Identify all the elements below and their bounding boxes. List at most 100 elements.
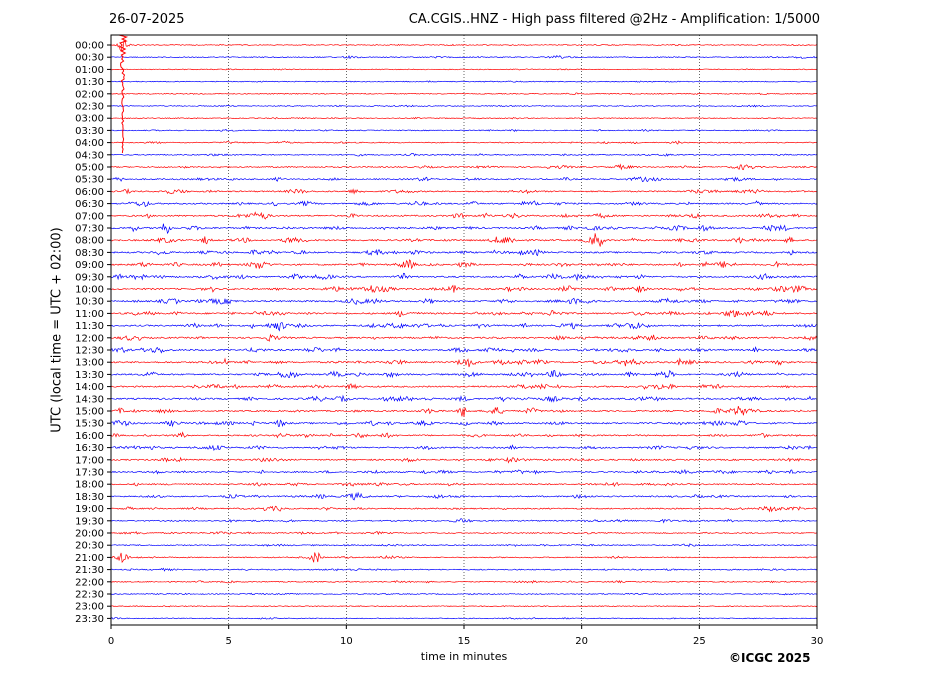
trace-row-2030	[110, 543, 818, 548]
trace-row-0230	[110, 104, 818, 108]
trace-row-1100	[110, 309, 818, 318]
trace-row-0800	[110, 233, 818, 247]
row-label: 12:00	[75, 333, 104, 344]
row-label: 23:30	[75, 614, 104, 625]
trace-row-1700	[110, 456, 818, 464]
trace-row-1900	[110, 505, 818, 513]
row-label: 12:30	[75, 346, 104, 357]
row-label: 22:00	[75, 577, 104, 588]
trace-row-0700	[110, 211, 818, 220]
trace-row-0000	[110, 39, 818, 52]
row-label: 15:30	[75, 419, 104, 430]
trace-row-1430	[110, 394, 818, 403]
large-transient-trace	[118, 34, 129, 154]
row-label: 01:00	[75, 65, 104, 76]
x-tick-label: 5	[225, 636, 231, 647]
row-label: 22:30	[75, 590, 104, 601]
date-label: 26-07-2025	[109, 12, 185, 27]
x-axis-label: time in minutes	[420, 650, 508, 663]
row-label: 17:30	[75, 468, 104, 479]
trace-row-0730	[110, 223, 818, 235]
trace-row-1730	[110, 468, 818, 475]
row-label: 08:30	[75, 248, 104, 259]
trace-row-2200	[110, 580, 818, 584]
x-axis-ticks: 0 5 10 15 20 25 30	[108, 625, 823, 647]
trace-rows	[110, 34, 818, 620]
row-label: 18:00	[75, 480, 104, 491]
x-tick-label: 10	[340, 636, 353, 647]
trace-row-1000	[110, 284, 818, 294]
row-label: 11:30	[75, 321, 104, 332]
trace-row-2130	[110, 567, 818, 572]
row-label: 09:00	[75, 260, 104, 271]
trace-row-1830	[110, 491, 818, 501]
row-label: 19:30	[75, 516, 104, 527]
row-label: 04:30	[75, 150, 104, 161]
trace-row-1600	[110, 431, 818, 439]
trace-row-1400	[110, 383, 818, 390]
x-tick-label: 25	[693, 636, 706, 647]
trace-row-0500	[110, 163, 818, 171]
row-label: 00:30	[75, 53, 104, 64]
trace-row-0530	[110, 176, 818, 183]
row-label: 14:30	[75, 394, 104, 405]
trace-row-1530	[110, 419, 818, 428]
row-label: 06:30	[75, 199, 104, 210]
row-label: 20:30	[75, 541, 104, 552]
row-label: 16:30	[75, 443, 104, 454]
vertical-gridlines	[228, 35, 700, 625]
row-label: 07:30	[75, 224, 104, 235]
row-label: 15:00	[75, 407, 104, 418]
trace-row-0100	[110, 68, 818, 71]
row-label: 14:00	[75, 382, 104, 393]
trace-row-0430	[110, 153, 818, 157]
row-label: 05:30	[75, 175, 104, 186]
row-label: 06:00	[75, 187, 104, 198]
trace-row-2000	[110, 531, 818, 536]
row-label: 20:00	[75, 529, 104, 540]
trace-row-1630	[110, 444, 818, 451]
copyright-label: ©ICGC 2025	[729, 651, 811, 665]
row-label: 10:30	[75, 297, 104, 308]
trace-row-0900	[110, 259, 818, 270]
x-tick-label: 0	[108, 636, 114, 647]
trace-row-2100	[110, 551, 818, 564]
trace-row-0030	[110, 55, 818, 60]
trace-row-0930	[110, 272, 818, 282]
trace-row-0400	[110, 140, 818, 145]
trace-row-1500	[110, 405, 818, 417]
row-label: 21:00	[75, 553, 104, 564]
row-label: 10:00	[75, 285, 104, 296]
row-label: 17:00	[75, 455, 104, 466]
plot-frame	[110, 34, 818, 626]
row-label: 13:00	[75, 358, 104, 369]
row-label: 03:30	[75, 126, 104, 137]
trace-row-1930	[110, 518, 818, 524]
trace-row-1030	[110, 297, 818, 306]
row-label: 09:30	[75, 272, 104, 283]
trace-row-1200	[110, 333, 818, 342]
chart-title: CA.CGIS..HNZ - High pass filtered @2Hz -…	[408, 12, 820, 27]
trace-row-0600	[110, 188, 818, 195]
row-label: 11:00	[75, 309, 104, 320]
trace-row-0300	[110, 116, 818, 120]
row-label: 01:30	[75, 77, 104, 88]
trace-row-2300	[110, 605, 818, 608]
row-label: 00:00	[75, 41, 104, 52]
trace-row-1300	[110, 357, 818, 368]
trace-row-0200	[110, 92, 818, 95]
row-label: 08:00	[75, 236, 104, 247]
row-label: 13:30	[75, 370, 104, 381]
trace-row-2230	[110, 592, 818, 596]
x-tick-label: 15	[458, 636, 471, 647]
y-axis-label: UTC (local time = UTC + 02:00)	[49, 227, 65, 433]
trace-row-2330	[110, 617, 818, 620]
row-label: 18:30	[75, 492, 104, 503]
trace-row-1130	[110, 322, 818, 332]
trace-row-0630	[110, 200, 818, 208]
row-label: 04:00	[75, 138, 104, 149]
row-label: 02:00	[75, 89, 104, 100]
row-label: 05:00	[75, 163, 104, 174]
